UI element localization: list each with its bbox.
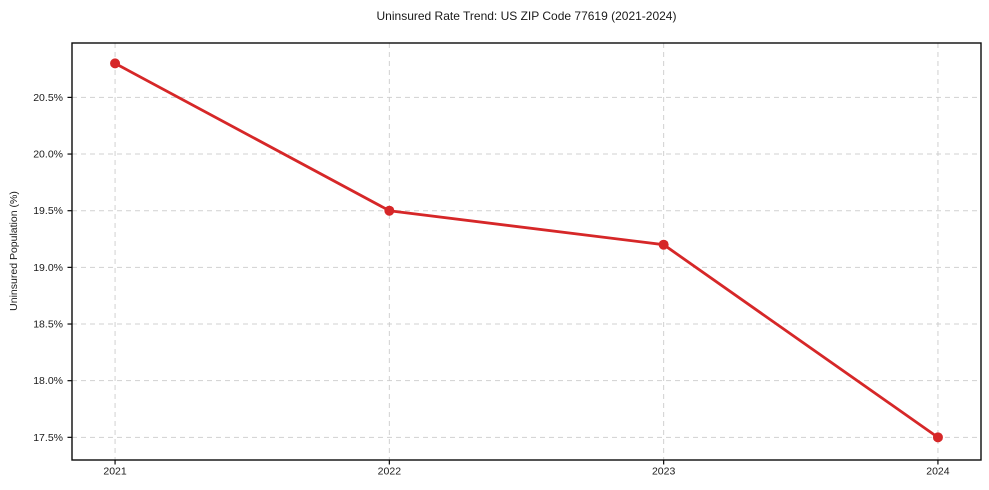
- y-tick-label: 20.0%: [33, 149, 63, 161]
- y-tick-label: 18.5%: [33, 319, 63, 331]
- data-point-marker: [384, 205, 395, 216]
- x-tick-label: 2021: [103, 466, 127, 478]
- data-point-marker: [932, 432, 943, 443]
- x-tick-label: 2023: [652, 466, 676, 478]
- plot-border: [71, 42, 982, 461]
- trend-line: [113, 61, 940, 439]
- y-tick-label: 17.5%: [33, 432, 63, 444]
- y-tick-label: 19.5%: [33, 205, 63, 217]
- x-tick-label: 2024: [926, 466, 950, 478]
- x-tick-label: 2022: [378, 466, 402, 478]
- y-tick-label: 19.0%: [33, 262, 63, 274]
- y-tick-label: 20.5%: [33, 92, 63, 104]
- chart-title: Uninsured Rate Trend: US ZIP Code 77619 …: [376, 9, 677, 23]
- data-point-marker: [658, 239, 669, 250]
- y-tick-label: 18.0%: [33, 375, 63, 387]
- data-point-marker: [110, 58, 121, 69]
